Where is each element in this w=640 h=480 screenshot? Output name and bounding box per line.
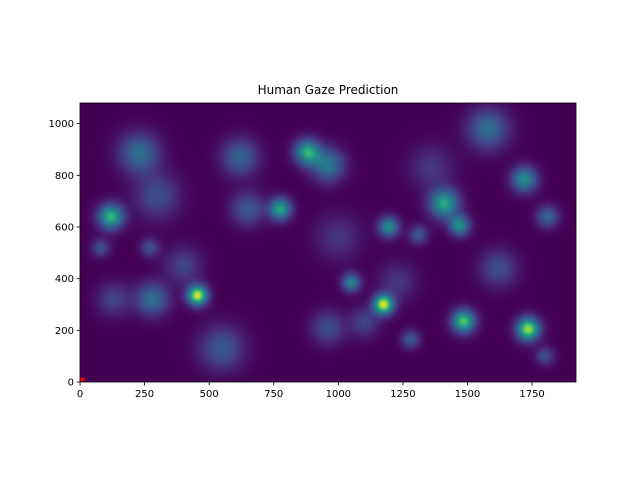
x-tick-label: 1750 <box>519 389 544 400</box>
marker-group <box>80 377 85 382</box>
y-tick-label: 600 <box>55 223 74 234</box>
x-axis: 0 250 500 750 1000 1250 1500 1750 <box>77 382 545 400</box>
y-axis: 0 200 400 600 800 1000 <box>49 119 80 389</box>
y-tick-label: 200 <box>55 326 74 337</box>
x-tick-label: 0 <box>77 389 83 400</box>
x-tick-label: 250 <box>135 389 154 400</box>
plot-area <box>79 102 577 383</box>
x-tick-label: 1500 <box>455 389 480 400</box>
y-tick-label: 400 <box>55 274 74 285</box>
x-tick-label: 500 <box>200 389 219 400</box>
x-tick-label: 750 <box>264 389 283 400</box>
y-tick-label: 800 <box>55 171 74 182</box>
chart-title: Human Gaze Prediction <box>258 83 399 97</box>
y-tick-label: 0 <box>68 378 74 389</box>
plot-frame <box>79 102 577 383</box>
y-tick-label: 1000 <box>49 119 74 130</box>
heatmap-image <box>80 103 576 382</box>
x-tick-label: 1000 <box>326 389 351 400</box>
x-tick-label: 1250 <box>390 389 415 400</box>
gaze-marker-point <box>80 377 85 382</box>
